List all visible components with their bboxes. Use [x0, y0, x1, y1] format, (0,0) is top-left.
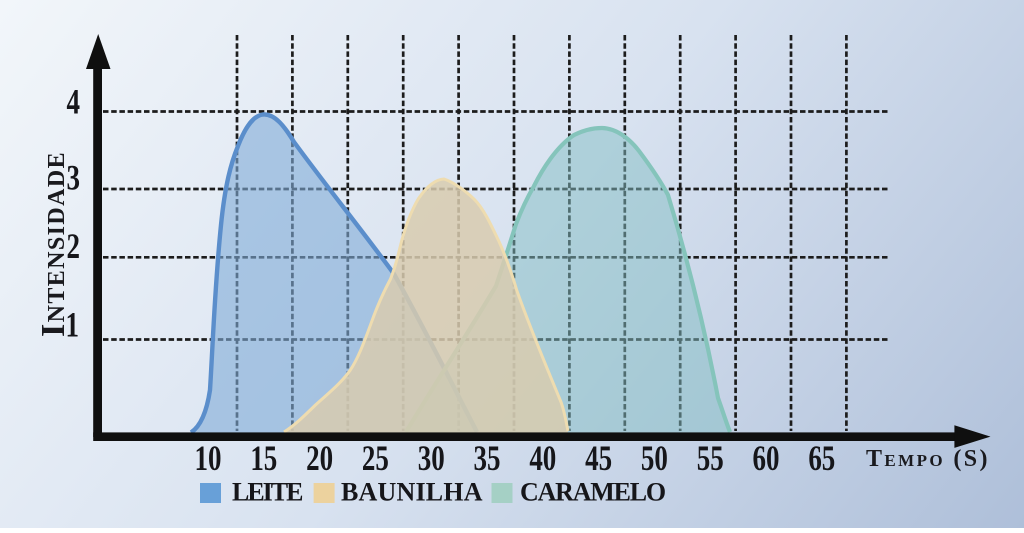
svg-text:55: 55 [697, 438, 724, 478]
svg-text:60: 60 [753, 438, 780, 478]
svg-text:1: 1 [66, 305, 79, 345]
svg-text:15: 15 [250, 438, 277, 478]
svg-text:4: 4 [67, 82, 81, 122]
svg-text:10: 10 [195, 438, 222, 478]
svg-text:Intensidade: Intensidade [35, 151, 72, 337]
svg-text:25: 25 [362, 438, 389, 478]
svg-text:30: 30 [418, 438, 445, 478]
svg-text:40: 40 [529, 438, 556, 478]
svg-text:BAUNILHA: BAUNILHA [341, 478, 483, 507]
svg-text:20: 20 [306, 438, 333, 478]
svg-text:LEITE: LEITE [232, 478, 303, 507]
svg-text:50: 50 [641, 438, 668, 478]
svg-text:3: 3 [67, 158, 80, 198]
svg-text:35: 35 [474, 438, 501, 478]
svg-text:Tempo (S): Tempo (S) [866, 446, 990, 472]
svg-text:CARAMELO: CARAMELO [520, 478, 665, 507]
svg-text:2: 2 [67, 226, 80, 266]
svg-text:65: 65 [808, 438, 835, 478]
svg-text:45: 45 [585, 438, 612, 478]
